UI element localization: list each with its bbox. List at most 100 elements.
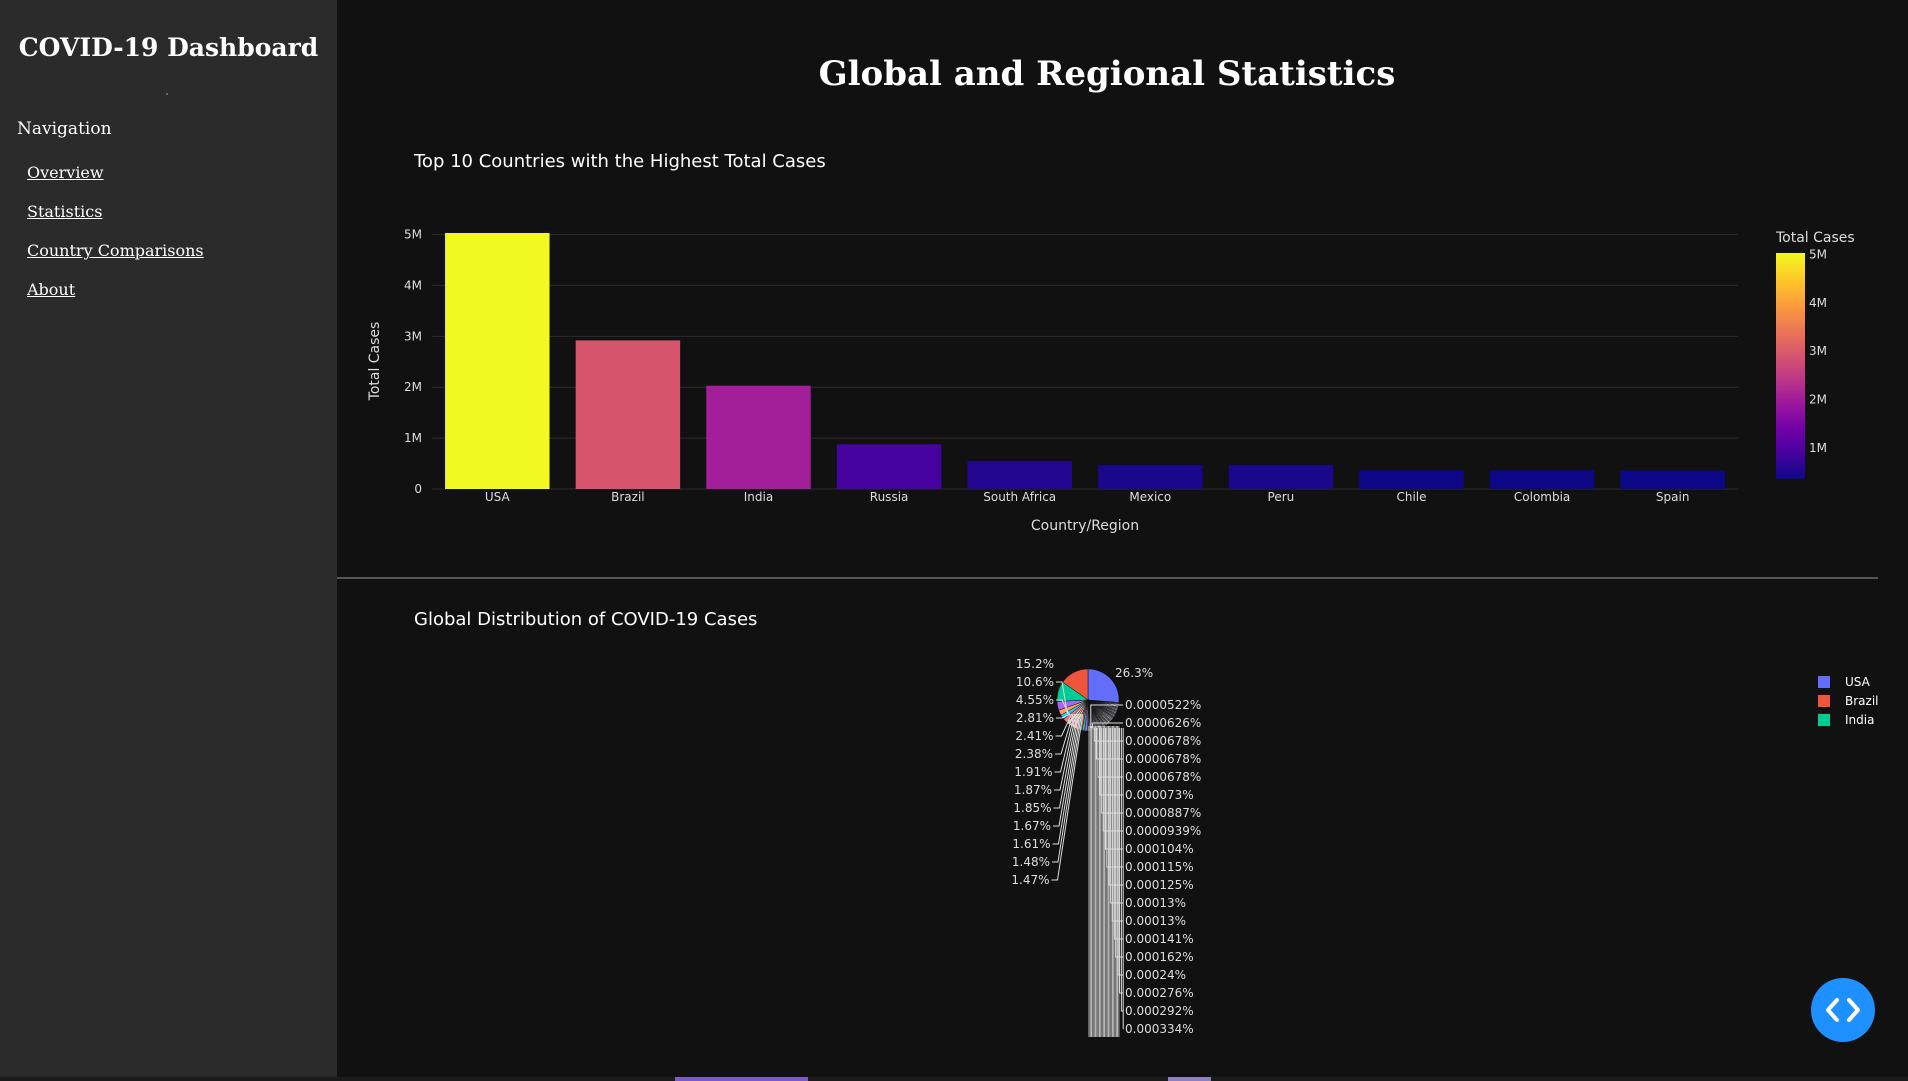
section-divider <box>337 577 1878 579</box>
pie-leader-line <box>1055 713 1074 755</box>
pie-leader-line <box>1090 704 1123 728</box>
pie-label-right: 0.00024% <box>1125 968 1186 982</box>
bar-chart-title: Top 10 Countries with the Highest Total … <box>414 151 826 172</box>
pie-leader-line <box>1056 713 1071 719</box>
bar-south-africa <box>967 461 1072 489</box>
y-tick-label: 4M <box>404 278 422 292</box>
pie-label-left: 1.67% <box>1013 819 1051 833</box>
bar-usa <box>445 233 550 489</box>
legend-swatch <box>1818 675 1830 688</box>
taskbar-active-item[interactable] <box>675 1077 808 1081</box>
bar-chile <box>1359 470 1464 489</box>
main-content: Global and Regional Statistics Top 10 Co… <box>337 0 1908 1081</box>
pie-label-right: 0.000141% <box>1125 932 1194 946</box>
y-tick-label: 2M <box>404 380 422 394</box>
pie-label-right: 0.0000887% <box>1125 806 1201 820</box>
pie-label-left: 1.91% <box>1014 765 1052 779</box>
x-tick-label: Russia <box>870 490 909 504</box>
pie-label-left: 1.85% <box>1013 801 1051 815</box>
pie-slice <box>1084 699 1089 732</box>
bar-colombia <box>1489 470 1595 489</box>
legend-label: Brazil <box>1845 693 1879 708</box>
pie-leader-line <box>1054 713 1077 791</box>
pie-leader-line <box>1054 713 1075 773</box>
taskbar-item[interactable] <box>1168 1077 1211 1081</box>
x-tick-label: South Africa <box>983 490 1056 504</box>
nav-item-about: About <box>27 280 204 319</box>
x-tick-label: Peru <box>1268 490 1295 504</box>
y-tick-label: 0 <box>414 482 422 496</box>
pie-label-right: 0.0000678% <box>1125 770 1201 784</box>
pie-leader-line <box>1052 713 1082 863</box>
code-brackets-icon <box>1826 998 1860 1022</box>
pie-label-left: 4.55% <box>1016 693 1054 707</box>
pie-label-right: 26.3% <box>1115 666 1153 680</box>
nav-item-overview: Overview <box>27 163 204 202</box>
bar-mexico <box>1098 465 1203 489</box>
bar-russia <box>836 444 942 489</box>
colorbar-tick-label: 1M <box>1809 441 1827 455</box>
pie-label-left: 2.81% <box>1016 711 1054 725</box>
pie-label-right: 0.0000678% <box>1125 752 1201 766</box>
x-tick-label: USA <box>485 490 511 504</box>
pie-label-right: 0.0000939% <box>1125 824 1201 838</box>
pie-leader-line <box>1104 728 1123 850</box>
pie-label-right: 0.000334% <box>1125 1022 1194 1036</box>
pie-label-right: 0.000115% <box>1125 860 1194 874</box>
legend-item-india[interactable]: India <box>1818 710 1879 729</box>
x-tick-label: Chile <box>1396 490 1426 504</box>
y-tick-label: 5M <box>404 228 422 242</box>
pie-label-left: 1.61% <box>1012 837 1050 851</box>
pie-label-left: 10.6% <box>1016 675 1054 689</box>
legend-item-brazil[interactable]: Brazil <box>1818 691 1879 710</box>
pie-label-right: 0.00013% <box>1125 896 1186 910</box>
sidebar: COVID-19 Dashboard Navigation Overview S… <box>0 0 337 1081</box>
pie-leader-line <box>1053 713 1078 809</box>
nav-link-about[interactable]: About <box>27 280 76 299</box>
legend-label: India <box>1845 712 1875 727</box>
y-tick-label: 3M <box>404 329 422 343</box>
legend-swatch <box>1818 713 1830 726</box>
nav-link-statistics[interactable]: Statistics <box>27 202 103 221</box>
nav-item-country-comparisons: Country Comparisons <box>27 241 204 280</box>
pie-label-right: 0.000292% <box>1125 1004 1194 1018</box>
code-toggle-button[interactable] <box>1811 978 1875 1042</box>
bar-chart[interactable]: 0 1M 2M 3M 4M 5M USA Brazil India Russia South Afr… <box>337 0 1908 577</box>
pie-chart-title: Global Distribution of COVID-19 Cases <box>414 609 758 630</box>
nav-link-overview[interactable]: Overview <box>27 163 104 182</box>
legend-item-usa[interactable]: USA <box>1818 672 1879 691</box>
colorbar-tick-label: 5M <box>1809 247 1827 261</box>
pie-slice <box>1087 668 1120 703</box>
nav-item-statistics: Statistics <box>27 202 204 241</box>
legend-label: USA <box>1845 674 1870 689</box>
pie-label-left: 1.47% <box>1011 873 1049 887</box>
colorbar-tick-label: 2M <box>1809 393 1827 407</box>
pie-leader-line <box>1051 713 1084 881</box>
bar-india <box>706 385 811 489</box>
x-tick-label: Colombia <box>1514 490 1570 504</box>
pie-leader-line <box>1053 713 1080 827</box>
pie-leader-line <box>1056 681 1068 715</box>
pie-label-left: 15.2% <box>1016 657 1054 671</box>
pie-label-right: 0.000073% <box>1125 788 1194 802</box>
pie-label-left: 1.87% <box>1014 783 1052 797</box>
bar-spain <box>1620 470 1725 489</box>
app-title: COVID-19 Dashboard <box>18 33 319 62</box>
pie-legend: USA Brazil India <box>1818 672 1879 729</box>
nav-link-country-comparisons[interactable]: Country Comparisons <box>27 241 204 260</box>
pie-label-right: 0.000162% <box>1125 950 1194 964</box>
x-tick-label: Mexico <box>1129 490 1171 504</box>
colorbar-tick-label: 4M <box>1809 296 1827 310</box>
bar-peru <box>1228 465 1334 489</box>
pie-leader-line <box>1052 713 1081 845</box>
pie-label-right: 0.0000522% <box>1125 698 1201 712</box>
pie-leader-line <box>1120 728 1123 1012</box>
pie-label-right: 0.000125% <box>1125 878 1194 892</box>
colorbar-tick-label: 3M <box>1809 344 1827 358</box>
pie-chart[interactable]: 15.2% 10.6% 4.55% 2.81% 2.41% 2.38% 1.91% 1.87%… <box>337 577 1908 1077</box>
pie-leader-line <box>1055 713 1073 737</box>
sidebar-divider <box>166 93 168 95</box>
pie-leader-line <box>1056 699 1070 715</box>
bar-brazil <box>575 340 681 489</box>
x-tick-label: Brazil <box>611 490 645 504</box>
